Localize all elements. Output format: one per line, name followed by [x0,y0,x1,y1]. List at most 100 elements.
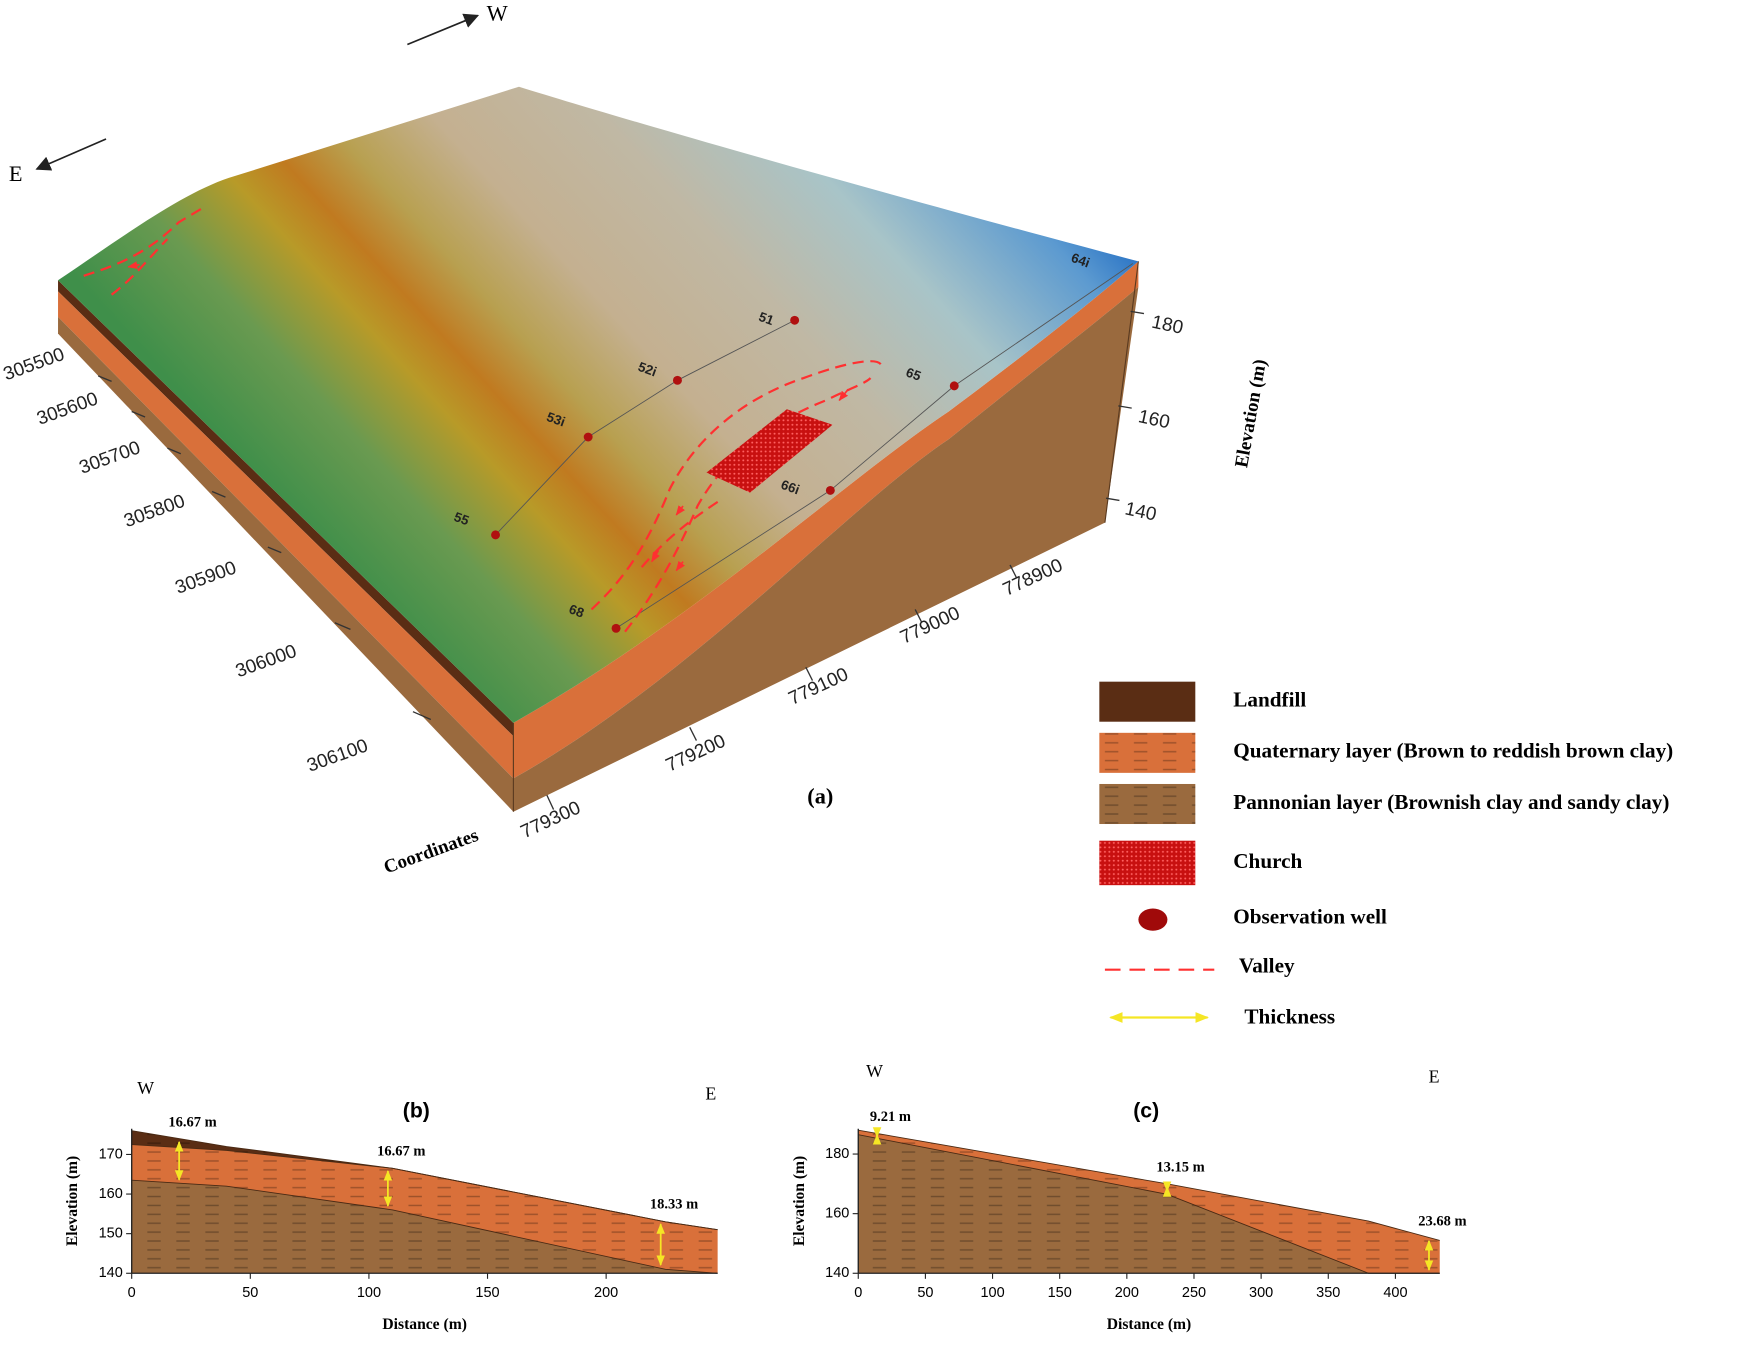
northing-label: 305600 [34,388,101,429]
well-label: 65 [904,365,924,384]
tick-mark [1130,310,1145,315]
tick-mark [131,410,146,418]
x-tick-label: 100 [980,1285,1004,1301]
x-tick-label: 150 [475,1285,499,1301]
layer-boundary [131,1144,718,1231]
x-tick-label: 150 [1048,1285,1072,1301]
easting-label: 779200 [663,731,729,777]
legend-well-symbol [1138,908,1168,931]
x-tick-label: 50 [917,1285,933,1301]
layer-boundary [858,1129,1440,1241]
northing-label: 305500 [1,344,68,385]
elevation-tick-marks [1105,310,1145,502]
legend-label: Thickness [1244,1005,1335,1029]
legend-label: Pannonian layer (Brownish clay and sandy… [1233,790,1669,814]
layer-pattern [858,1130,1440,1274]
layer-pattern [131,1180,718,1274]
profile-line [495,319,795,536]
well-label: 68 [567,601,587,620]
x-tick-label: 350 [1316,1285,1340,1301]
tick-mark [914,609,923,624]
thickness-label: 18.33 m [650,1197,698,1213]
east-label: E [9,161,23,186]
elevation-tick-label: 140 [1123,499,1158,526]
northing-label: 305700 [77,437,144,478]
west-label: W [487,1,508,26]
tick-mark [1118,405,1132,409]
terrain-surface [58,86,1139,723]
well-label: 52i [636,359,659,379]
thickness-label: 9.21 m [870,1109,911,1125]
tick-mark [805,666,814,681]
tick-mark [97,375,112,383]
x-tick-label: 400 [1383,1285,1407,1301]
valley-flow-arrows [127,261,849,572]
layer-pattern [131,1130,718,1230]
easting-tick-marks [546,564,1018,810]
block-diagram: 51 52i 53i 55 68 66i 65 64i E W 305500 3… [1,1,1271,879]
x-axis-label: Distance (m) [1107,1316,1192,1333]
tick-mark [167,447,182,455]
legend-swatch [1099,681,1196,722]
panel-label: (b) [403,1100,430,1123]
observation-wells [491,315,959,633]
left-face-pannonian [58,316,514,812]
tick-mark [1009,564,1018,579]
x-tick-label: 50 [242,1285,258,1301]
legend-label: Church [1233,849,1302,873]
cross-section: 140 150 160 170 0 50 100 150 200 Distance (m) Elev… [64,1078,718,1333]
x-tick-label: 250 [1182,1285,1206,1301]
x-tick-label: 200 [1115,1285,1139,1301]
y-axis-label: Elevation (m) [791,1156,808,1246]
tick-mark [412,711,432,721]
elevation-tick-label: 180 [1150,312,1185,339]
legend-label: Valley [1239,953,1295,977]
tick-mark [1105,497,1120,502]
right-face-pannonian [513,286,1139,812]
x-tick-label: 300 [1249,1285,1273,1301]
y-tick-label: 150 [99,1226,123,1242]
x-tick-label: 0 [128,1285,136,1301]
left-face-landfill [58,280,514,737]
well-label: 64i [1069,250,1092,270]
northing-label: 305800 [121,491,188,532]
tick-mark [546,794,555,810]
well-label: 53i [545,409,568,429]
well-label: 51 [757,309,777,328]
church [706,409,833,493]
northing-tick-marks [97,375,432,721]
east-label: E [705,1083,716,1103]
elevation-tick-label: 160 [1136,406,1171,433]
profile-line [615,263,1134,629]
legend-label: Observation well [1233,904,1387,928]
northing-label: 305900 [173,557,240,598]
thickness-label: 13.15 m [1156,1160,1204,1176]
elevation-axis-label: Elevation (m) [1231,358,1271,470]
legend: Landfill Quaternary layer (Brown to redd… [1099,681,1673,1029]
east-label: E [1429,1067,1440,1087]
x-tick-label: 0 [854,1285,862,1301]
tick-mark [689,726,698,741]
x-tick-label: 200 [594,1285,618,1301]
thickness-label: 16.67 m [168,1114,216,1130]
legend-label: Landfill [1233,688,1306,712]
thickness-label: 16.67 m [377,1143,425,1159]
block-edges [512,261,1139,812]
y-tick-label: 140 [99,1265,123,1281]
coordinates-label: Coordinates [381,825,481,878]
panel-label: (c) [1133,1100,1159,1123]
x-tick-label: 100 [357,1285,381,1301]
tick-mark [334,622,351,631]
y-tick-label: 170 [99,1146,123,1162]
legend-swatch [1099,840,1196,886]
west-arrow [407,13,480,46]
cross-section: 140 160 180 0 50 100 150 200 250 300 350 400 Distanc… [791,1061,1467,1333]
well-label: 55 [452,509,472,528]
tick-mark [211,490,226,498]
layer-pattern [131,1144,718,1274]
y-tick-label: 160 [825,1205,849,1221]
west-label: W [137,1078,154,1098]
layer-boundary [131,1179,718,1274]
x-axis-label: Distance (m) [382,1316,467,1333]
